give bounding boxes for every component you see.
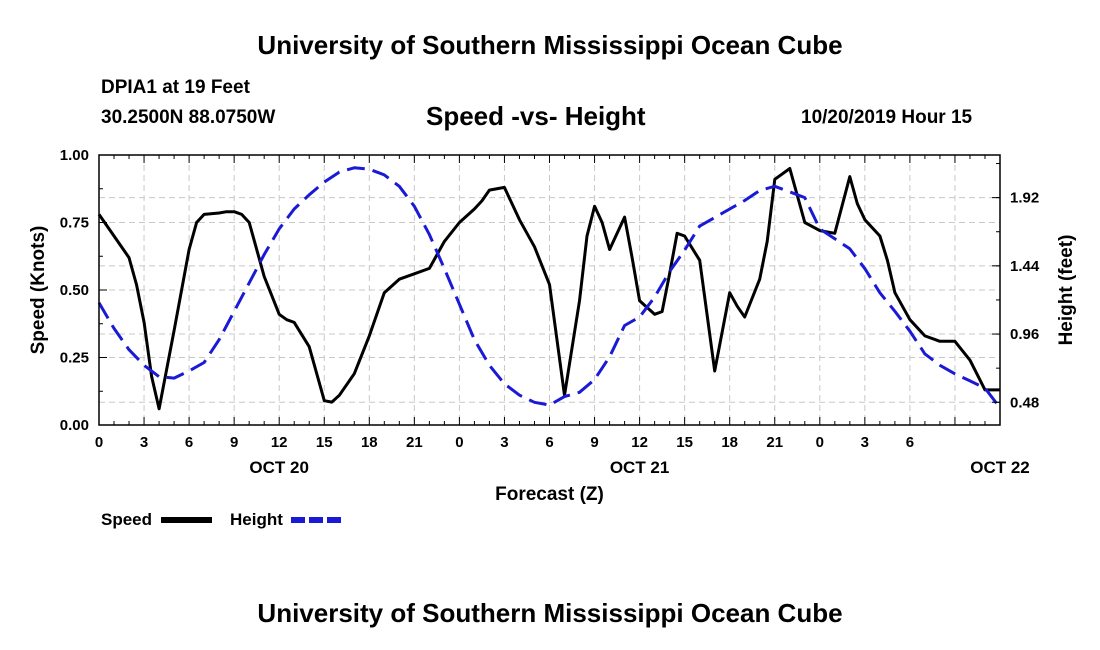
station-coordinates: 30.2500N 88.0750W bbox=[101, 107, 276, 128]
chart-subtitle: Speed -vs- Height bbox=[426, 101, 646, 131]
y2-tick-label: 1.92 bbox=[1010, 190, 1039, 207]
legend-speed-label: Speed bbox=[101, 510, 152, 529]
y2-tick-label: 0.48 bbox=[1010, 394, 1039, 411]
x-tick-label: 9 bbox=[230, 434, 238, 451]
footer-title: University of Southern Mississippi Ocean… bbox=[257, 598, 843, 628]
x-tick-label: 6 bbox=[185, 434, 193, 451]
x-tick-label: 0 bbox=[455, 434, 463, 451]
x-axis-label: Forecast (Z) bbox=[495, 484, 604, 505]
x-tick-label: 6 bbox=[545, 434, 553, 451]
x-tick-label: 12 bbox=[271, 434, 288, 451]
x-day-label: OCT 21 bbox=[610, 458, 670, 477]
x-tick-label: 21 bbox=[766, 434, 783, 451]
x-tick-label: 3 bbox=[500, 434, 508, 451]
y-tick-label: 0.75 bbox=[60, 215, 89, 232]
y2-tick-label: 1.44 bbox=[1010, 258, 1040, 275]
x-tick-label: 3 bbox=[140, 434, 148, 451]
x-tick-label: 18 bbox=[721, 434, 738, 451]
x-tick-label: 12 bbox=[631, 434, 648, 451]
y2-axis-label: Height (feet) bbox=[1056, 235, 1077, 346]
page-title: University of Southern Mississippi Ocean… bbox=[257, 30, 843, 60]
x-day-label: OCT 22 bbox=[970, 458, 1030, 477]
x-day-label: OCT 20 bbox=[249, 458, 309, 477]
x-tick-label: 6 bbox=[906, 434, 914, 451]
y-tick-label: 1.00 bbox=[60, 147, 89, 164]
speed-series-line bbox=[97, 167, 1000, 411]
x-tick-label: 0 bbox=[95, 434, 103, 451]
y2-tick-label: 0.96 bbox=[1010, 326, 1039, 343]
y-tick-label: 0.25 bbox=[60, 350, 89, 367]
forecast-datetime: 10/20/2019 Hour 15 bbox=[801, 107, 973, 128]
x-tick-label: 21 bbox=[406, 434, 423, 451]
y-tick-label: 0.50 bbox=[60, 282, 89, 299]
height-series-line bbox=[97, 166, 1002, 409]
x-tick-label: 3 bbox=[861, 434, 869, 451]
x-tick-label: 18 bbox=[361, 434, 378, 451]
x-tick-label: 15 bbox=[676, 434, 693, 451]
x-tick-label: 15 bbox=[316, 434, 333, 451]
x-tick-label: 9 bbox=[590, 434, 598, 451]
legend-height-label: Height bbox=[230, 510, 283, 529]
y-axis-label: Speed (Knots) bbox=[28, 226, 49, 355]
x-tick-label: 0 bbox=[816, 434, 824, 451]
y-tick-label: 0.00 bbox=[60, 417, 89, 434]
station-label: DPIA1 at 19 Feet bbox=[101, 77, 250, 98]
